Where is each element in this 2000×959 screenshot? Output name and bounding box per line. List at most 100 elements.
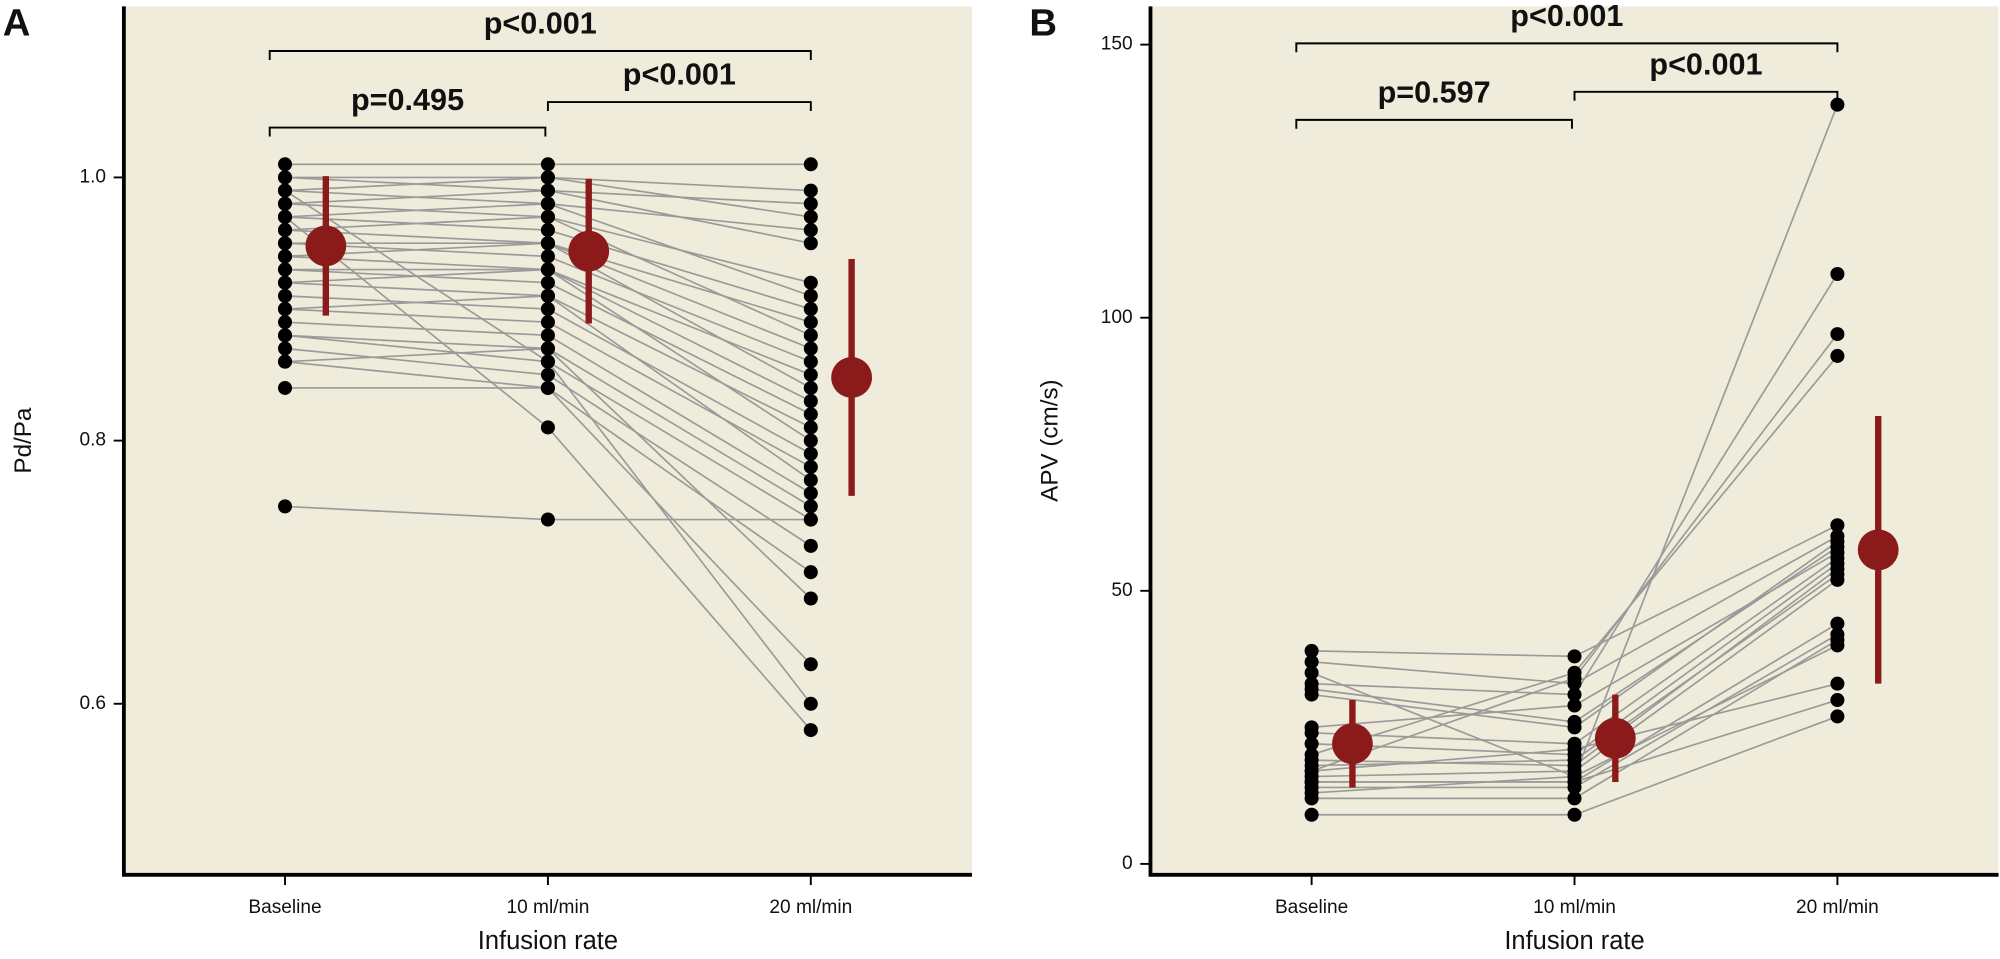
subject-point <box>1304 736 1319 751</box>
plot-background <box>123 6 972 875</box>
subject-point <box>1567 742 1582 757</box>
subject-point <box>803 512 818 527</box>
mean-point <box>1857 529 1899 571</box>
y-axis-label: Pd/Pa <box>10 407 37 474</box>
subject-point <box>1567 665 1582 680</box>
subject-point <box>803 288 818 303</box>
subject-point <box>1567 791 1582 806</box>
subject-point <box>803 302 818 317</box>
x-axis-label: Infusion rate <box>478 927 618 955</box>
subject-point <box>803 157 818 172</box>
subject-point <box>1567 753 1582 768</box>
subject-point <box>1830 632 1845 647</box>
subject-point <box>540 196 555 211</box>
subject-point <box>540 288 555 303</box>
subject-point <box>540 341 555 356</box>
subject-point <box>1830 97 1845 112</box>
axis <box>121 6 972 877</box>
subject-point <box>803 486 818 501</box>
subject-point <box>803 657 818 672</box>
subject-point <box>1567 676 1582 691</box>
subject-point <box>540 170 555 185</box>
subject-point <box>1830 709 1845 724</box>
mean-point <box>1332 723 1373 765</box>
subject-point <box>278 157 293 172</box>
p-value: p<0.001 <box>1649 47 1762 81</box>
subject-point <box>278 196 293 211</box>
mean-point <box>568 230 610 272</box>
subject-point <box>803 196 818 211</box>
subject-point <box>540 236 555 251</box>
subject-point <box>278 302 293 317</box>
subject-point <box>803 341 818 356</box>
subject-point <box>1567 774 1582 789</box>
subject-point <box>1830 693 1845 708</box>
y-tick-label: 100 <box>1101 307 1133 328</box>
subject-point <box>1304 774 1319 789</box>
subject-point <box>803 407 818 422</box>
p-value: p=0.495 <box>351 83 464 117</box>
p-value: p<0.001 <box>484 7 597 41</box>
subject-point <box>803 459 818 474</box>
subject-point <box>540 223 555 238</box>
subject-point <box>803 183 818 198</box>
comparison-bracket <box>546 101 812 111</box>
subject-point <box>1304 764 1319 779</box>
subject-point <box>540 249 555 264</box>
y-tick-label: 150 <box>1101 34 1133 55</box>
subject-point <box>540 315 555 330</box>
subject-point <box>278 223 293 238</box>
comparison-bracket <box>268 50 812 60</box>
subject-point <box>540 367 555 382</box>
subject-point <box>803 433 818 448</box>
subject-point <box>803 380 818 395</box>
subject-point <box>803 275 818 290</box>
y-tick-label: 0.8 <box>79 430 106 451</box>
x-tick-label: Baseline <box>248 897 321 918</box>
y-tick-label: 0 <box>1122 853 1133 874</box>
x-axis-label: Infusion rate <box>1504 927 1644 955</box>
comparison-bracket <box>1295 118 1573 129</box>
subject-point <box>803 223 818 238</box>
subject-point <box>278 249 293 264</box>
subject-point <box>278 170 293 185</box>
x-tick-label: 10 ml/min <box>506 897 589 918</box>
subject-point <box>540 380 555 395</box>
subject-point <box>1567 714 1582 729</box>
y-axis-label: APV (cm/s) <box>1036 379 1063 501</box>
x-tick-label: 20 ml/min <box>1796 897 1879 918</box>
subject-point <box>1304 682 1319 697</box>
y-tick-label: 50 <box>1111 580 1132 601</box>
subject-point <box>1830 266 1845 282</box>
subject-point <box>540 302 555 317</box>
subject-point <box>803 538 818 553</box>
subject-point <box>278 354 293 369</box>
p-value: p<0.001 <box>623 58 736 92</box>
subject-point <box>278 288 293 303</box>
comparison-bracket <box>1295 42 1839 53</box>
subject-point <box>540 420 555 435</box>
subject-point <box>278 275 293 290</box>
subject-point <box>540 183 555 198</box>
subject-point <box>803 209 818 224</box>
p-value: p=0.597 <box>1378 75 1491 109</box>
subject-point <box>1567 807 1582 822</box>
subject-point <box>1567 687 1582 702</box>
subject-point <box>540 354 555 369</box>
y-tick-label: 1.0 <box>79 166 106 187</box>
p-value: p<0.001 <box>1510 0 1623 33</box>
subject-point <box>1830 540 1845 555</box>
subject-point <box>540 262 555 277</box>
panel-label: B <box>1029 2 1057 45</box>
subject-point <box>803 328 818 343</box>
subject-point <box>803 236 818 251</box>
subject-point <box>803 367 818 382</box>
subject-point <box>803 446 818 461</box>
subject-point <box>278 183 293 198</box>
axis <box>1148 6 1999 877</box>
panel-label: A <box>3 2 31 45</box>
subject-point <box>278 236 293 251</box>
subject-point <box>803 315 818 330</box>
subject-point <box>278 262 293 277</box>
